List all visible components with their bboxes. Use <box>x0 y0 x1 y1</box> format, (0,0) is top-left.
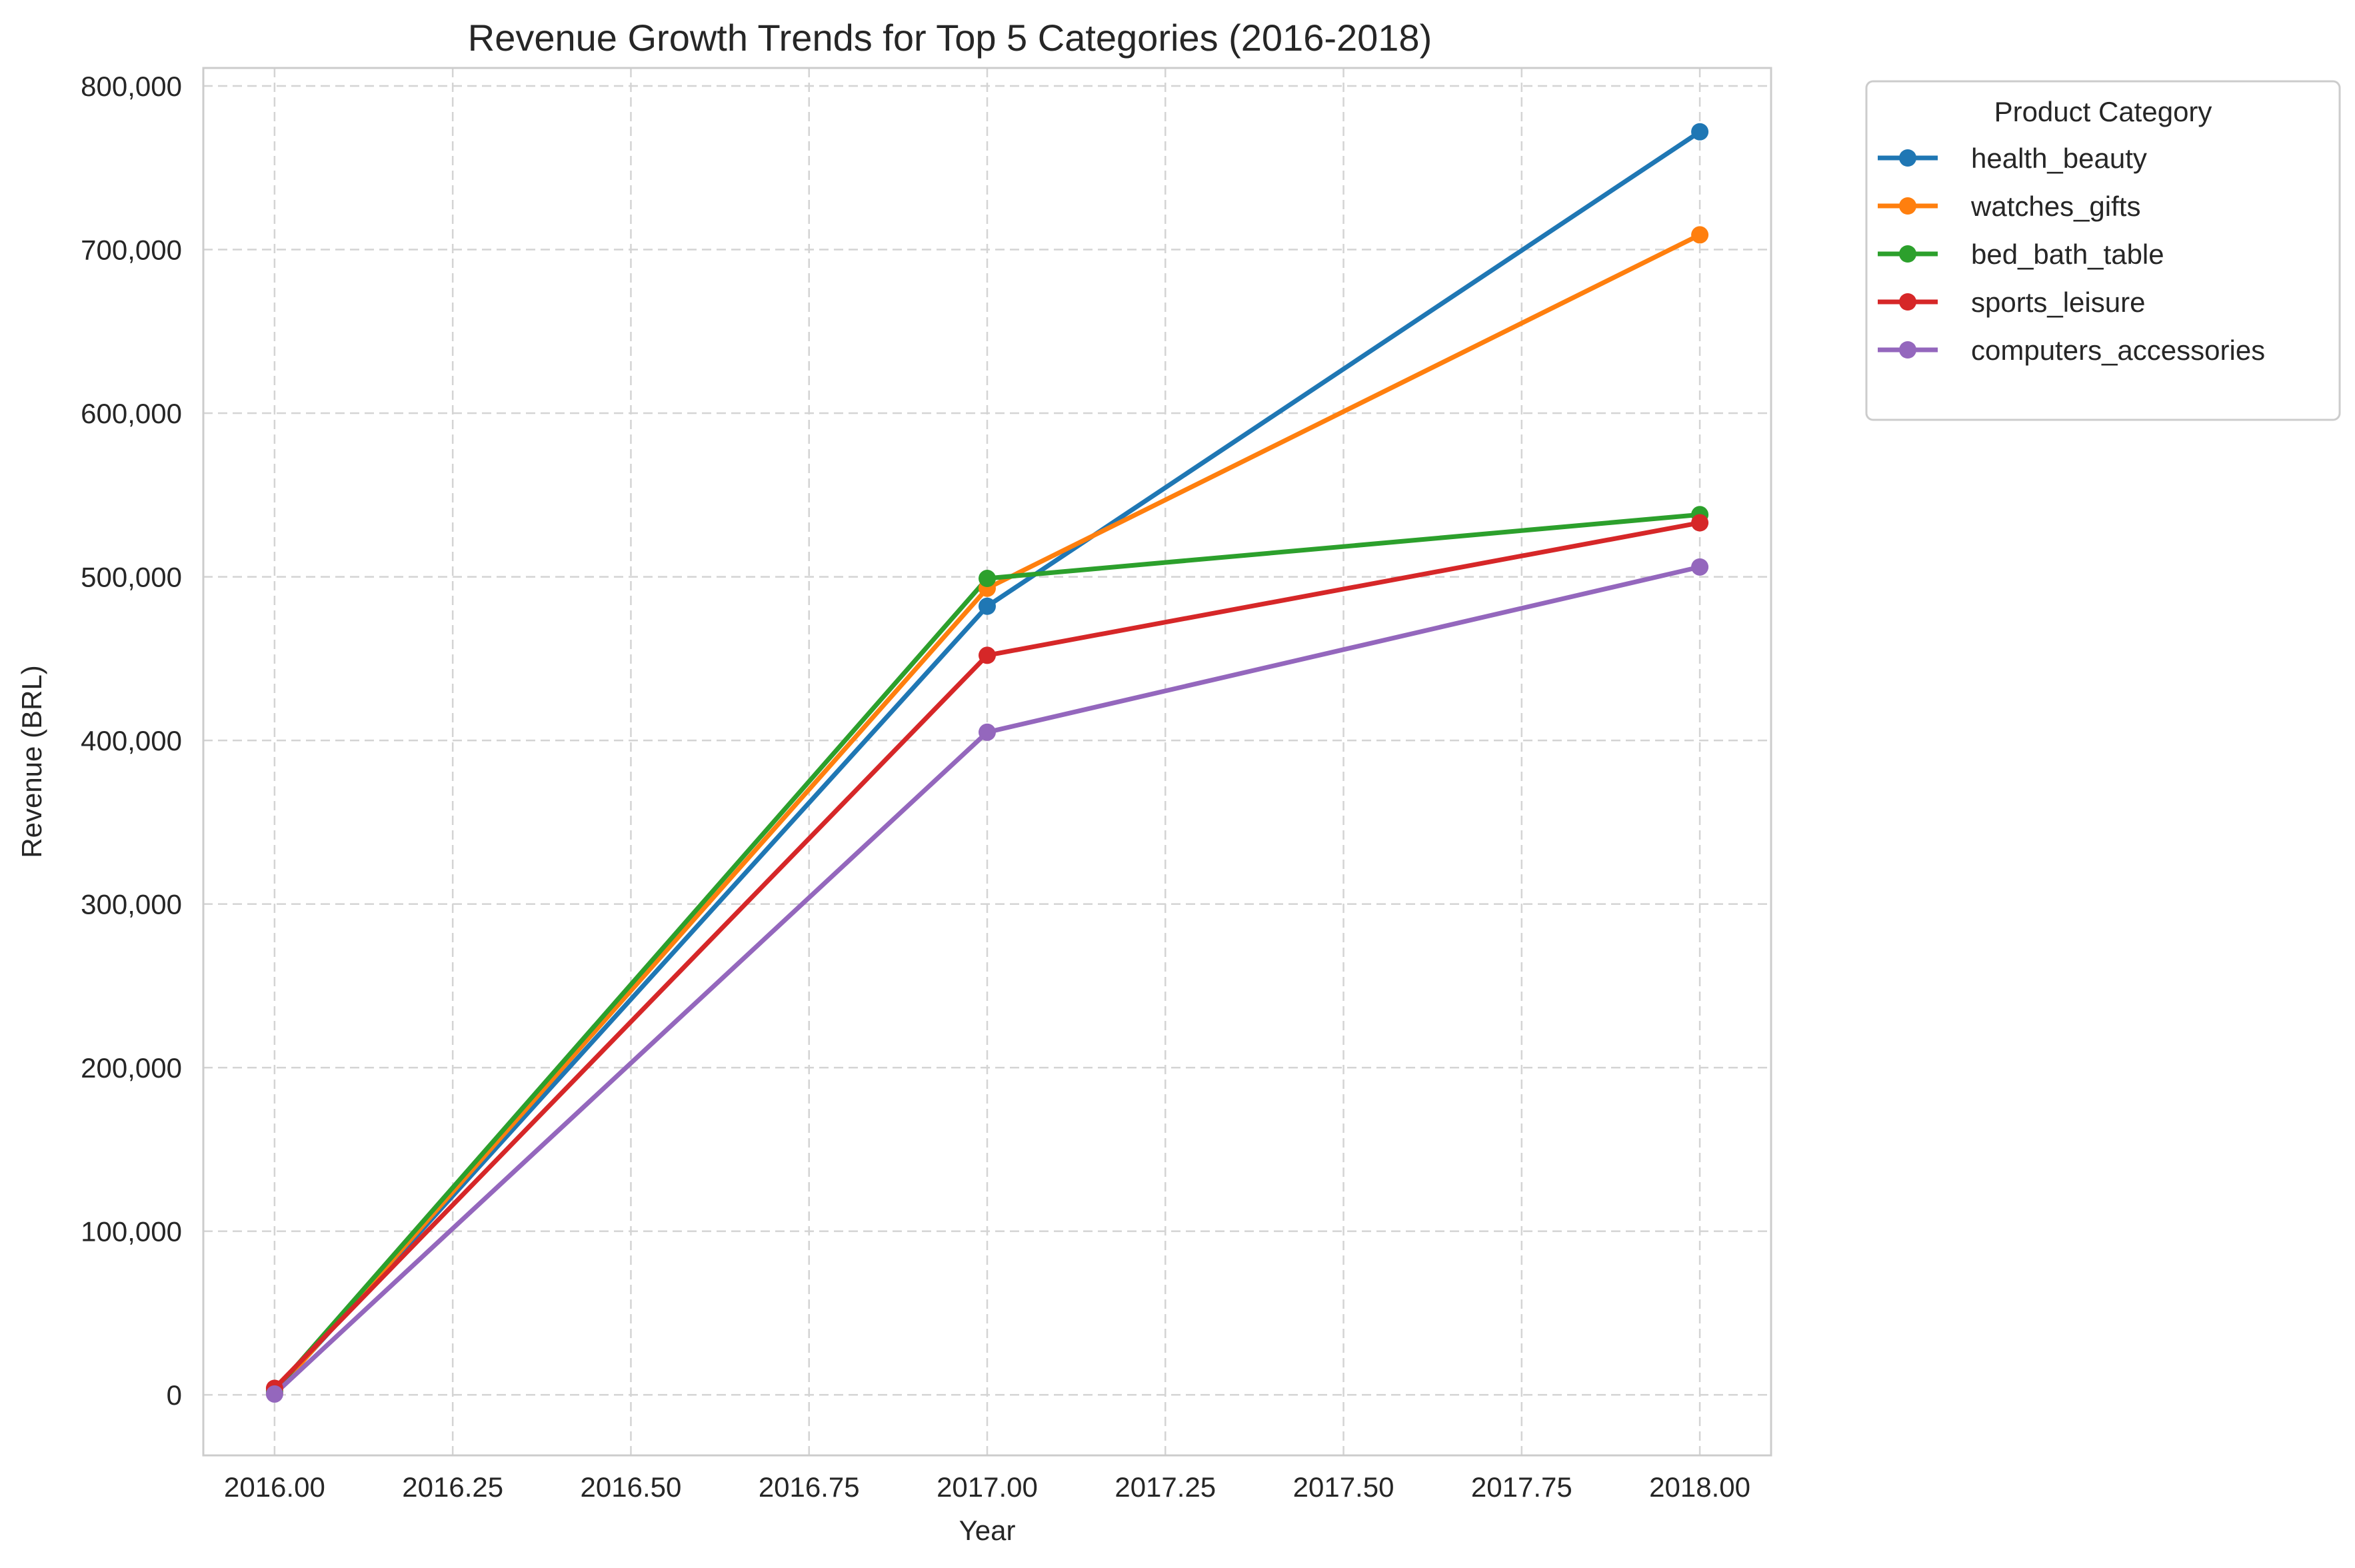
x-tick-label: 2016.50 <box>581 1471 682 1503</box>
data-point-watches-gifts <box>1691 226 1709 244</box>
x-tick-label: 2017.75 <box>1471 1471 1572 1503</box>
legend-marker-swatch <box>1899 293 1916 311</box>
chart-title: Revenue Growth Trends for Top 5 Categori… <box>468 17 1432 59</box>
x-tick-label: 2018.00 <box>1649 1471 1750 1503</box>
legend-marker-swatch <box>1899 245 1916 263</box>
x-axis-ticks: 2016.00 2016.25 2016.50 2016.75 2017.00 2017.… <box>224 1471 1750 1503</box>
y-axis-label: Revenue (BRL) <box>16 665 47 858</box>
x-tick-label: 2017.50 <box>1293 1471 1394 1503</box>
data-point-sports-leisure <box>979 646 996 664</box>
legend-item-sports-leisure: sports_leisure <box>1878 287 2145 318</box>
legend-box <box>1865 80 2341 421</box>
x-tick-label: 2017.25 <box>1115 1471 1216 1503</box>
legend-item-bed-bath-table: bed_bath_table <box>1878 239 2164 270</box>
y-tick-label: 0 <box>167 1379 182 1411</box>
legend-marker-swatch <box>1899 149 1916 167</box>
series-markers <box>265 123 1709 1403</box>
y-tick-label: 700,000 <box>81 235 182 266</box>
x-tick-label: 2017.00 <box>937 1471 1038 1503</box>
legend: Product Category health_beauty watches_gi… <box>1865 80 2341 421</box>
y-tick-label: 800,000 <box>81 71 182 102</box>
data-point-health-beauty <box>1691 123 1709 141</box>
legend-items: health_beauty watches_gifts bed_bath_table… <box>1878 143 2265 366</box>
data-point-health-beauty <box>979 597 996 615</box>
y-tick-label: 600,000 <box>81 398 182 429</box>
legend-label: watches_gifts <box>1970 191 2140 222</box>
plot-area-frame <box>202 67 1772 1457</box>
data-point-computers-accessories <box>1691 558 1709 576</box>
data-point-sports-leisure <box>1691 514 1709 532</box>
legend-marker-swatch <box>1899 341 1916 359</box>
x-tick-label: 2016.00 <box>224 1471 325 1503</box>
y-tick-label: 400,000 <box>81 725 182 756</box>
data-point-bed-bath-table <box>979 570 996 588</box>
legend-item-health-beauty: health_beauty <box>1878 143 2147 174</box>
legend-title: Product Category <box>1994 96 2212 127</box>
y-tick-label: 100,000 <box>81 1216 182 1247</box>
legend-label: computers_accessories <box>1971 335 2265 366</box>
legend-label: sports_leisure <box>1971 287 2145 318</box>
legend-label: health_beauty <box>1971 143 2147 174</box>
y-axis-ticks: 0 100,000 200,000 300,000 400,000 500,000 600,… <box>81 71 182 1411</box>
data-point-computers-accessories <box>265 1385 283 1403</box>
legend-label: bed_bath_table <box>1971 239 2164 270</box>
legend-item-computers-accessories: computers_accessories <box>1878 335 2265 366</box>
data-point-computers-accessories <box>979 723 996 741</box>
y-tick-label: 300,000 <box>81 889 182 920</box>
legend-item-watches-gifts: watches_gifts <box>1878 191 2140 222</box>
x-axis-label: Year <box>959 1515 1016 1546</box>
grid <box>203 68 1771 1455</box>
y-tick-label: 500,000 <box>81 562 182 593</box>
y-tick-label: 200,000 <box>81 1052 182 1084</box>
legend-marker-swatch <box>1899 197 1916 215</box>
x-tick-label: 2016.25 <box>402 1471 503 1503</box>
x-tick-label: 2016.75 <box>759 1471 860 1503</box>
